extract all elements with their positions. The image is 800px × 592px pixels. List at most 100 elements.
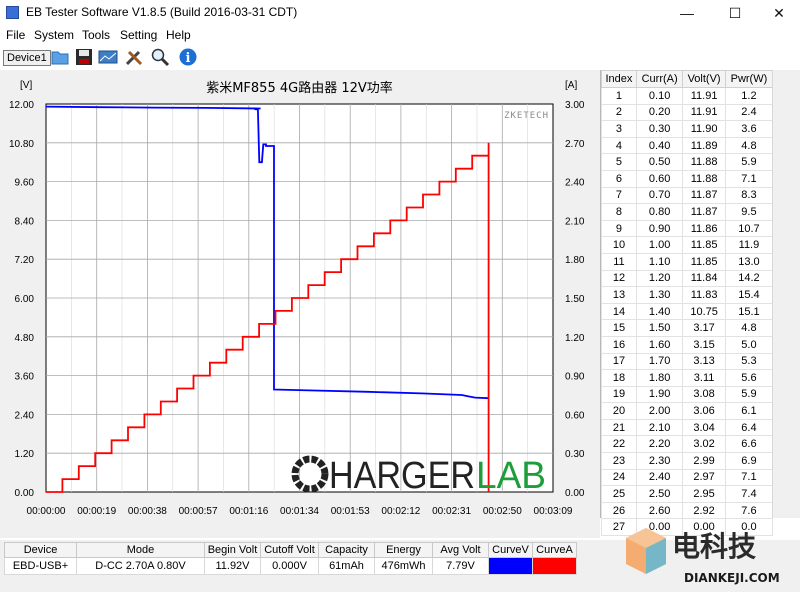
table-row[interactable]: 24 2.40 2.97 7.1 bbox=[601, 468, 774, 487]
table-cell: 15.1 bbox=[724, 302, 774, 321]
table-cell: 0.90 bbox=[635, 219, 684, 238]
table-row[interactable]: 21 2.10 3.04 6.4 bbox=[601, 418, 774, 437]
table-cell: 6 bbox=[601, 169, 637, 188]
table-row[interactable]: 9 0.90 11.86 10.7 bbox=[601, 219, 774, 238]
table-cell: 17 bbox=[601, 352, 637, 371]
table-cell: 1.00 bbox=[635, 236, 684, 254]
x-tick-label: 00:01:53 bbox=[331, 506, 370, 517]
table-row[interactable]: 4 0.40 11.89 4.8 bbox=[601, 136, 774, 155]
table-cell: 2.00 bbox=[635, 402, 684, 420]
table-row[interactable]: 10 1.00 11.85 11.9 bbox=[601, 236, 774, 254]
table-cell: 1.10 bbox=[635, 252, 684, 271]
table-cell: 11.84 bbox=[682, 269, 726, 288]
summary-header-avg-volt: Avg Volt bbox=[432, 542, 489, 558]
table-row[interactable]: 5 0.50 11.88 5.9 bbox=[601, 153, 774, 171]
table-row[interactable]: 16 1.60 3.15 5.0 bbox=[601, 335, 774, 354]
table-row[interactable]: 13 1.30 11.83 15.4 bbox=[601, 286, 774, 304]
table-row[interactable]: 15 1.50 3.17 4.8 bbox=[601, 319, 774, 337]
data-table: Index Curr(A) Volt(V) Pwr(W) 1 0.10 11.91 1.2 2… bbox=[601, 70, 774, 537]
table-cell: 3.13 bbox=[682, 352, 726, 371]
logo-text-lab: LAB bbox=[476, 455, 546, 497]
x-tick-label: 00:00:00 bbox=[27, 506, 66, 517]
table-row[interactable]: 18 1.80 3.11 5.6 bbox=[601, 369, 774, 387]
table-scrollbar[interactable] bbox=[772, 70, 800, 518]
table-cell: 13 bbox=[601, 286, 637, 304]
table-cell: 11.85 bbox=[682, 252, 726, 271]
table-header[interactable]: Pwr(W) bbox=[724, 70, 774, 88]
table-header[interactable]: Volt(V) bbox=[682, 70, 726, 88]
table-row[interactable]: 1 0.10 11.91 1.2 bbox=[601, 87, 774, 105]
table-cell: 27 bbox=[601, 518, 637, 537]
table-row[interactable]: 12 1.20 11.84 14.2 bbox=[601, 269, 774, 288]
table-row[interactable]: 17 1.70 3.13 5.3 bbox=[601, 352, 774, 371]
summary-table: Device Mode Begin Volt Cutoff Volt Capac… bbox=[4, 542, 577, 575]
minimize-button[interactable]: — bbox=[680, 5, 694, 21]
table-row[interactable]: 19 1.90 3.08 5.9 bbox=[601, 385, 774, 404]
table-cell: 1.80 bbox=[635, 369, 684, 387]
table-row[interactable]: 22 2.20 3.02 6.6 bbox=[601, 435, 774, 454]
table-row[interactable]: 14 1.40 10.75 15.1 bbox=[601, 302, 774, 321]
x-tick-label: 00:00:19 bbox=[77, 506, 116, 517]
table-cell: 0.10 bbox=[635, 87, 684, 105]
save-icon[interactable] bbox=[74, 47, 94, 67]
menu-tools[interactable]: Tools bbox=[82, 28, 111, 42]
table-cell: 4 bbox=[601, 136, 637, 155]
curve-v-swatch[interactable] bbox=[488, 557, 533, 575]
table-cell: 20 bbox=[601, 402, 637, 420]
table-cell: 7.1 bbox=[724, 468, 774, 487]
data-table-panel: Index Curr(A) Volt(V) Pwr(W) 1 0.10 11.91 1.2 2… bbox=[600, 70, 774, 537]
table-cell: 7.1 bbox=[724, 169, 774, 188]
table-cell: 2 bbox=[601, 103, 637, 122]
x-tick-label: 00:00:57 bbox=[179, 506, 218, 517]
table-cell: 13.0 bbox=[724, 252, 774, 271]
current-series-line bbox=[46, 142, 490, 493]
info-icon[interactable]: i bbox=[178, 47, 198, 67]
table-cell: 11.9 bbox=[724, 236, 774, 254]
table-cell: 6.4 bbox=[724, 418, 774, 437]
table-row[interactable]: 23 2.30 2.99 6.9 bbox=[601, 452, 774, 470]
y-left-tick-label: 10.80 bbox=[9, 139, 34, 150]
logo-text-harger: HARGER bbox=[329, 455, 475, 497]
zoom-icon[interactable] bbox=[150, 47, 170, 67]
table-row[interactable]: 3 0.30 11.90 3.6 bbox=[601, 120, 774, 138]
table-cell: 19 bbox=[601, 385, 637, 404]
menu-setting[interactable]: Setting bbox=[120, 28, 158, 42]
table-row[interactable]: 26 2.60 2.92 7.6 bbox=[601, 501, 774, 520]
table-header[interactable]: Index bbox=[601, 70, 637, 88]
summary-header-capacity: Capacity bbox=[318, 542, 375, 558]
svg-text:i: i bbox=[186, 51, 191, 66]
table-row[interactable]: 2 0.20 11.91 2.4 bbox=[601, 103, 774, 122]
table-cell: 1.50 bbox=[635, 319, 684, 337]
table-cell: 3.04 bbox=[682, 418, 726, 437]
y-right-tick-label: 3.00 bbox=[565, 100, 585, 111]
menu-system[interactable]: System bbox=[34, 28, 75, 42]
maximize-button[interactable]: ☐ bbox=[728, 5, 742, 21]
table-cell: 0.70 bbox=[635, 186, 684, 205]
table-row[interactable]: 7 0.70 11.87 8.3 bbox=[601, 186, 774, 205]
table-cell: 2.10 bbox=[635, 418, 684, 437]
menu-help[interactable]: Help bbox=[166, 28, 191, 42]
table-cell: 10 bbox=[601, 236, 637, 254]
table-row[interactable]: 25 2.50 2.95 7.4 bbox=[601, 485, 774, 503]
table-row[interactable]: 20 2.00 3.06 6.1 bbox=[601, 402, 774, 420]
device-selector[interactable]: Device1 bbox=[3, 50, 51, 66]
curve-a-swatch[interactable] bbox=[532, 557, 577, 575]
menu-file[interactable]: File bbox=[6, 28, 26, 42]
close-button[interactable]: ✕ bbox=[773, 5, 785, 21]
table-header[interactable]: Curr(A) bbox=[635, 70, 684, 88]
table-cell: 23 bbox=[601, 452, 637, 470]
open-folder-icon[interactable] bbox=[50, 47, 70, 67]
table-row[interactable]: 11 1.10 11.85 13.0 bbox=[601, 252, 774, 271]
chart-image-icon[interactable] bbox=[98, 47, 118, 67]
tools-icon[interactable] bbox=[124, 47, 144, 67]
x-tick-label: 00:02:50 bbox=[483, 506, 522, 517]
table-cell: 8 bbox=[601, 203, 637, 221]
summary-header-curve-v: CurveV bbox=[488, 542, 533, 558]
table-row[interactable]: 8 0.80 11.87 9.5 bbox=[601, 203, 774, 221]
table-cell: 14 bbox=[601, 302, 637, 321]
chargerlab-logo: HARGER LAB bbox=[291, 455, 546, 497]
table-cell: 2.40 bbox=[635, 468, 684, 487]
table-row[interactable]: 6 0.60 11.88 7.1 bbox=[601, 169, 774, 188]
x-tick-label: 00:02:31 bbox=[432, 506, 471, 517]
table-cell: 6.9 bbox=[724, 452, 774, 470]
